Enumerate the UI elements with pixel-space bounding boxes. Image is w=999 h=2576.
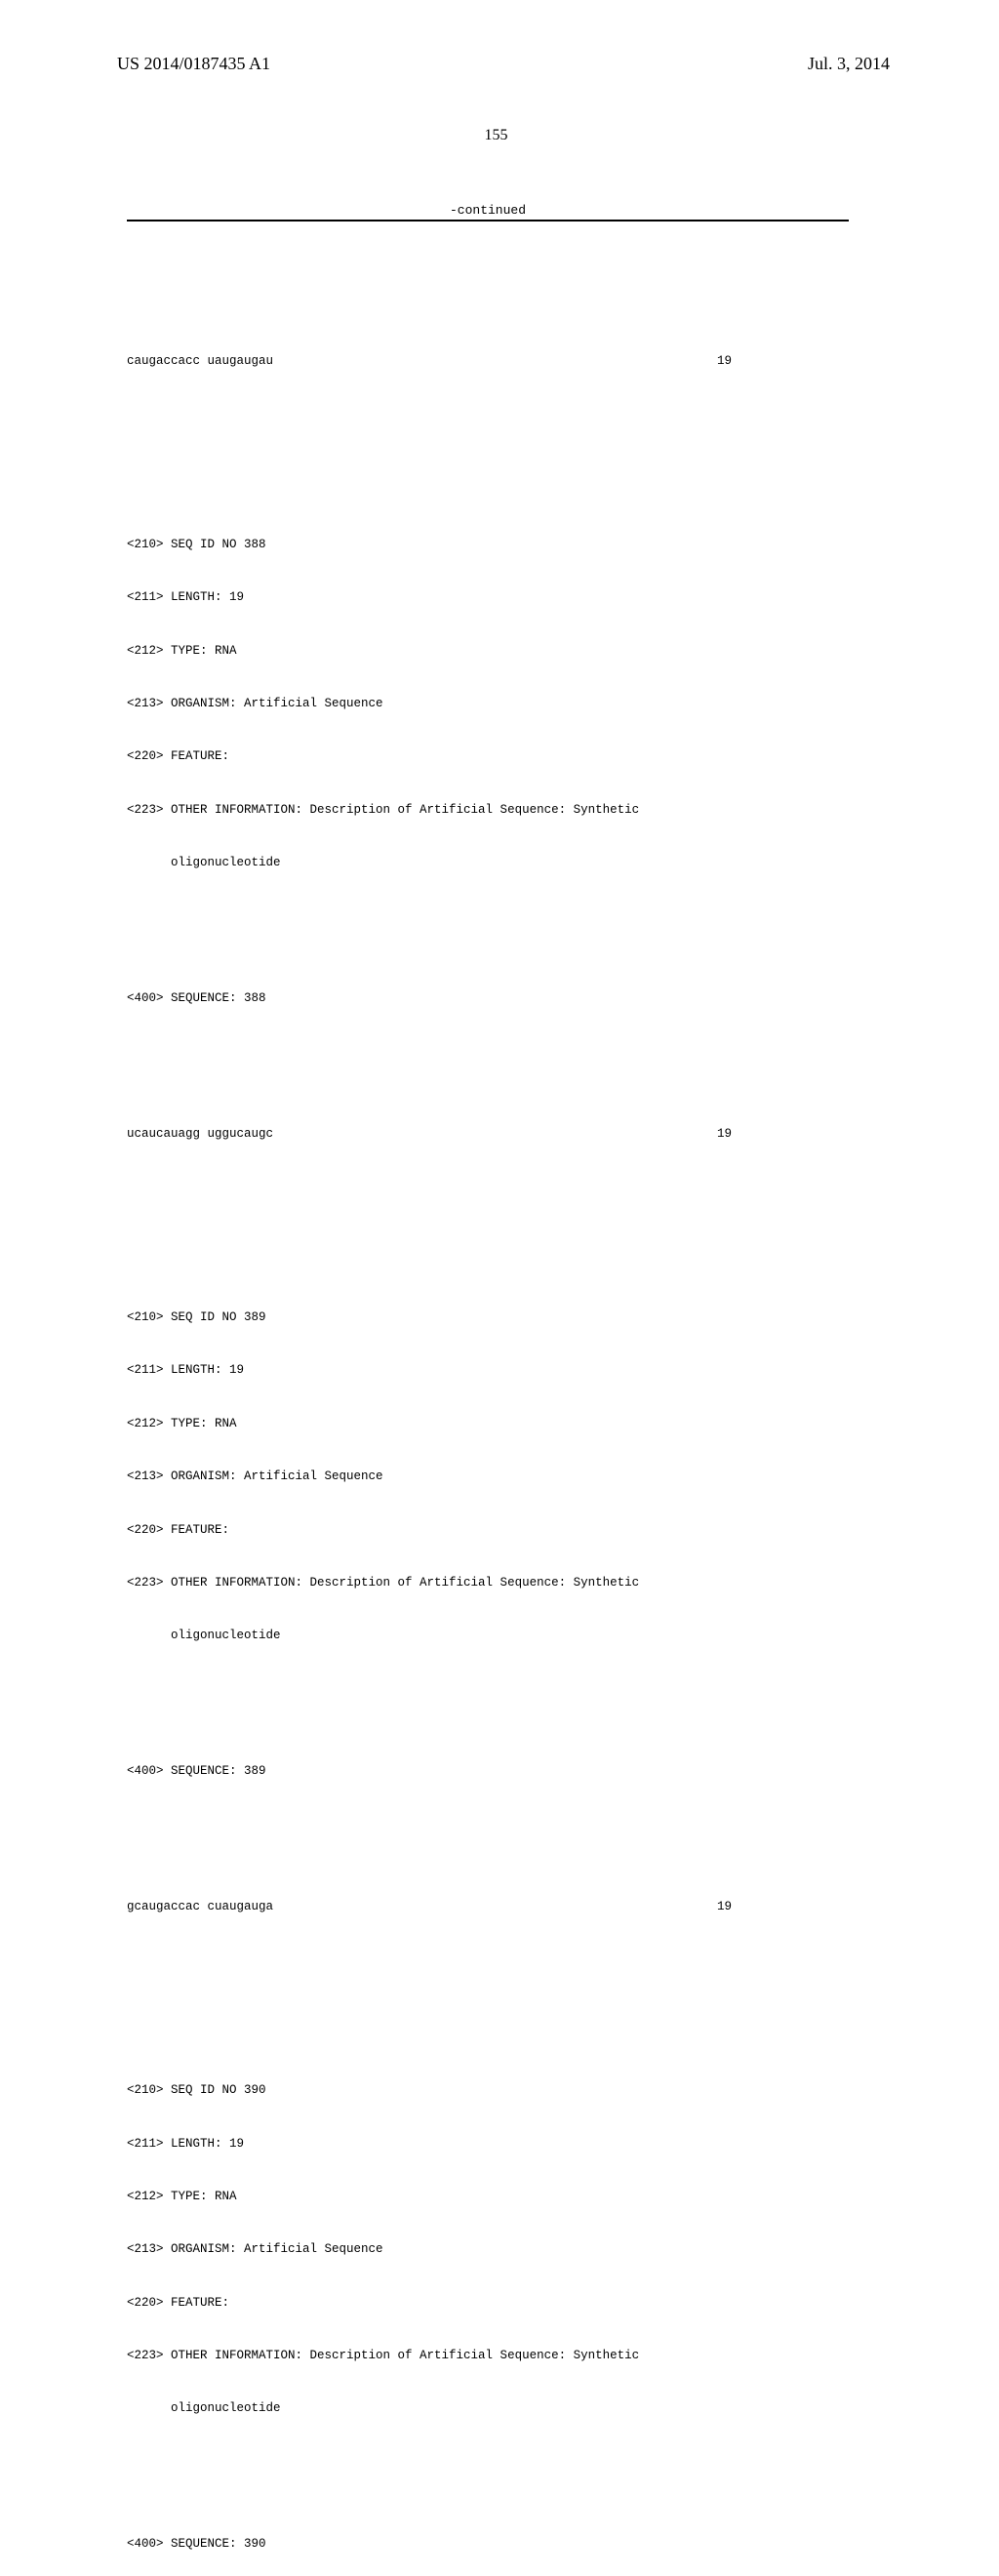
meta-line: <213> ORGANISM: Artificial Sequence [127,1468,849,1485]
sequence-meta-block: <210> SEQ ID NO 388 <211> LENGTH: 19 <21… [127,501,849,907]
sequence-header: <400> SEQUENCE: 390 [127,2500,849,2576]
sequence-meta-block: <210> SEQ ID NO 389 <211> LENGTH: 19 <21… [127,1273,849,1680]
meta-line: <212> TYPE: RNA [127,2188,849,2205]
meta-line: oligonucleotide [127,2399,849,2417]
sequence-listing-container: -continued caugaccacc uaugaugau 19 <210>… [127,203,849,2576]
sequence-length: 19 [717,1898,732,1915]
continued-label: -continued [127,203,849,218]
meta-line: <213> ORGANISM: Artificial Sequence [127,2240,849,2258]
sequence-block: ucaucauagg uggucaugc 19 [127,1090,849,1179]
sequence-header: <400> SEQUENCE: 388 [127,954,849,1043]
meta-line: oligonucleotide [127,854,849,871]
meta-line: <211> LENGTH: 19 [127,1361,849,1379]
publication-date: Jul. 3, 2014 [808,54,890,74]
meta-line: <223> OTHER INFORMATION: Description of … [127,2347,849,2364]
sequence-text: ucaucauagg uggucaugc [127,1125,273,1143]
page-number: 155 [117,127,929,144]
sequence-row: ucaucauagg uggucaugc 19 [127,1125,732,1143]
meta-line: <211> LENGTH: 19 [127,588,849,606]
sequence-text: caugaccacc uaugaugau [127,352,273,370]
meta-line: <220> FEATURE: [127,1521,849,1539]
meta-line: <220> FEATURE: [127,2294,849,2312]
meta-line: <210> SEQ ID NO 389 [127,1308,849,1326]
sequence-text: gcaugaccac cuaugauga [127,1898,273,1915]
sequence-block: gcaugaccac cuaugauga 19 [127,1863,849,1952]
sequence-block: caugaccacc uaugaugau 19 [127,317,849,406]
meta-line: <400> SEQUENCE: 390 [127,2535,849,2553]
meta-line: <213> ORGANISM: Artificial Sequence [127,695,849,712]
meta-line: <400> SEQUENCE: 388 [127,989,849,1007]
sequence-row: caugaccacc uaugaugau 19 [127,352,732,370]
publication-number: US 2014/0187435 A1 [117,54,270,74]
meta-line: <212> TYPE: RNA [127,1415,849,1432]
meta-line: <223> OTHER INFORMATION: Description of … [127,801,849,819]
page-header: US 2014/0187435 A1 Jul. 3, 2014 [117,54,929,83]
sequence-row: gcaugaccac cuaugauga 19 [127,1898,732,1915]
meta-line: oligonucleotide [127,1627,849,1644]
meta-line: <223> OTHER INFORMATION: Description of … [127,1574,849,1591]
meta-line: <212> TYPE: RNA [127,642,849,660]
sequence-meta-block: <210> SEQ ID NO 390 <211> LENGTH: 19 <21… [127,2046,849,2453]
meta-line: <211> LENGTH: 19 [127,2135,849,2153]
sequence-listing: caugaccacc uaugaugau 19 <210> SEQ ID NO … [127,246,849,2576]
sequence-header: <400> SEQUENCE: 389 [127,1727,849,1816]
meta-line: <210> SEQ ID NO 388 [127,536,849,553]
meta-line: <400> SEQUENCE: 389 [127,1762,849,1780]
sequence-length: 19 [717,352,732,370]
meta-line: <210> SEQ ID NO 390 [127,2081,849,2099]
sequence-length: 19 [717,1125,732,1143]
horizontal-rule [127,220,849,221]
meta-line: <220> FEATURE: [127,747,849,765]
